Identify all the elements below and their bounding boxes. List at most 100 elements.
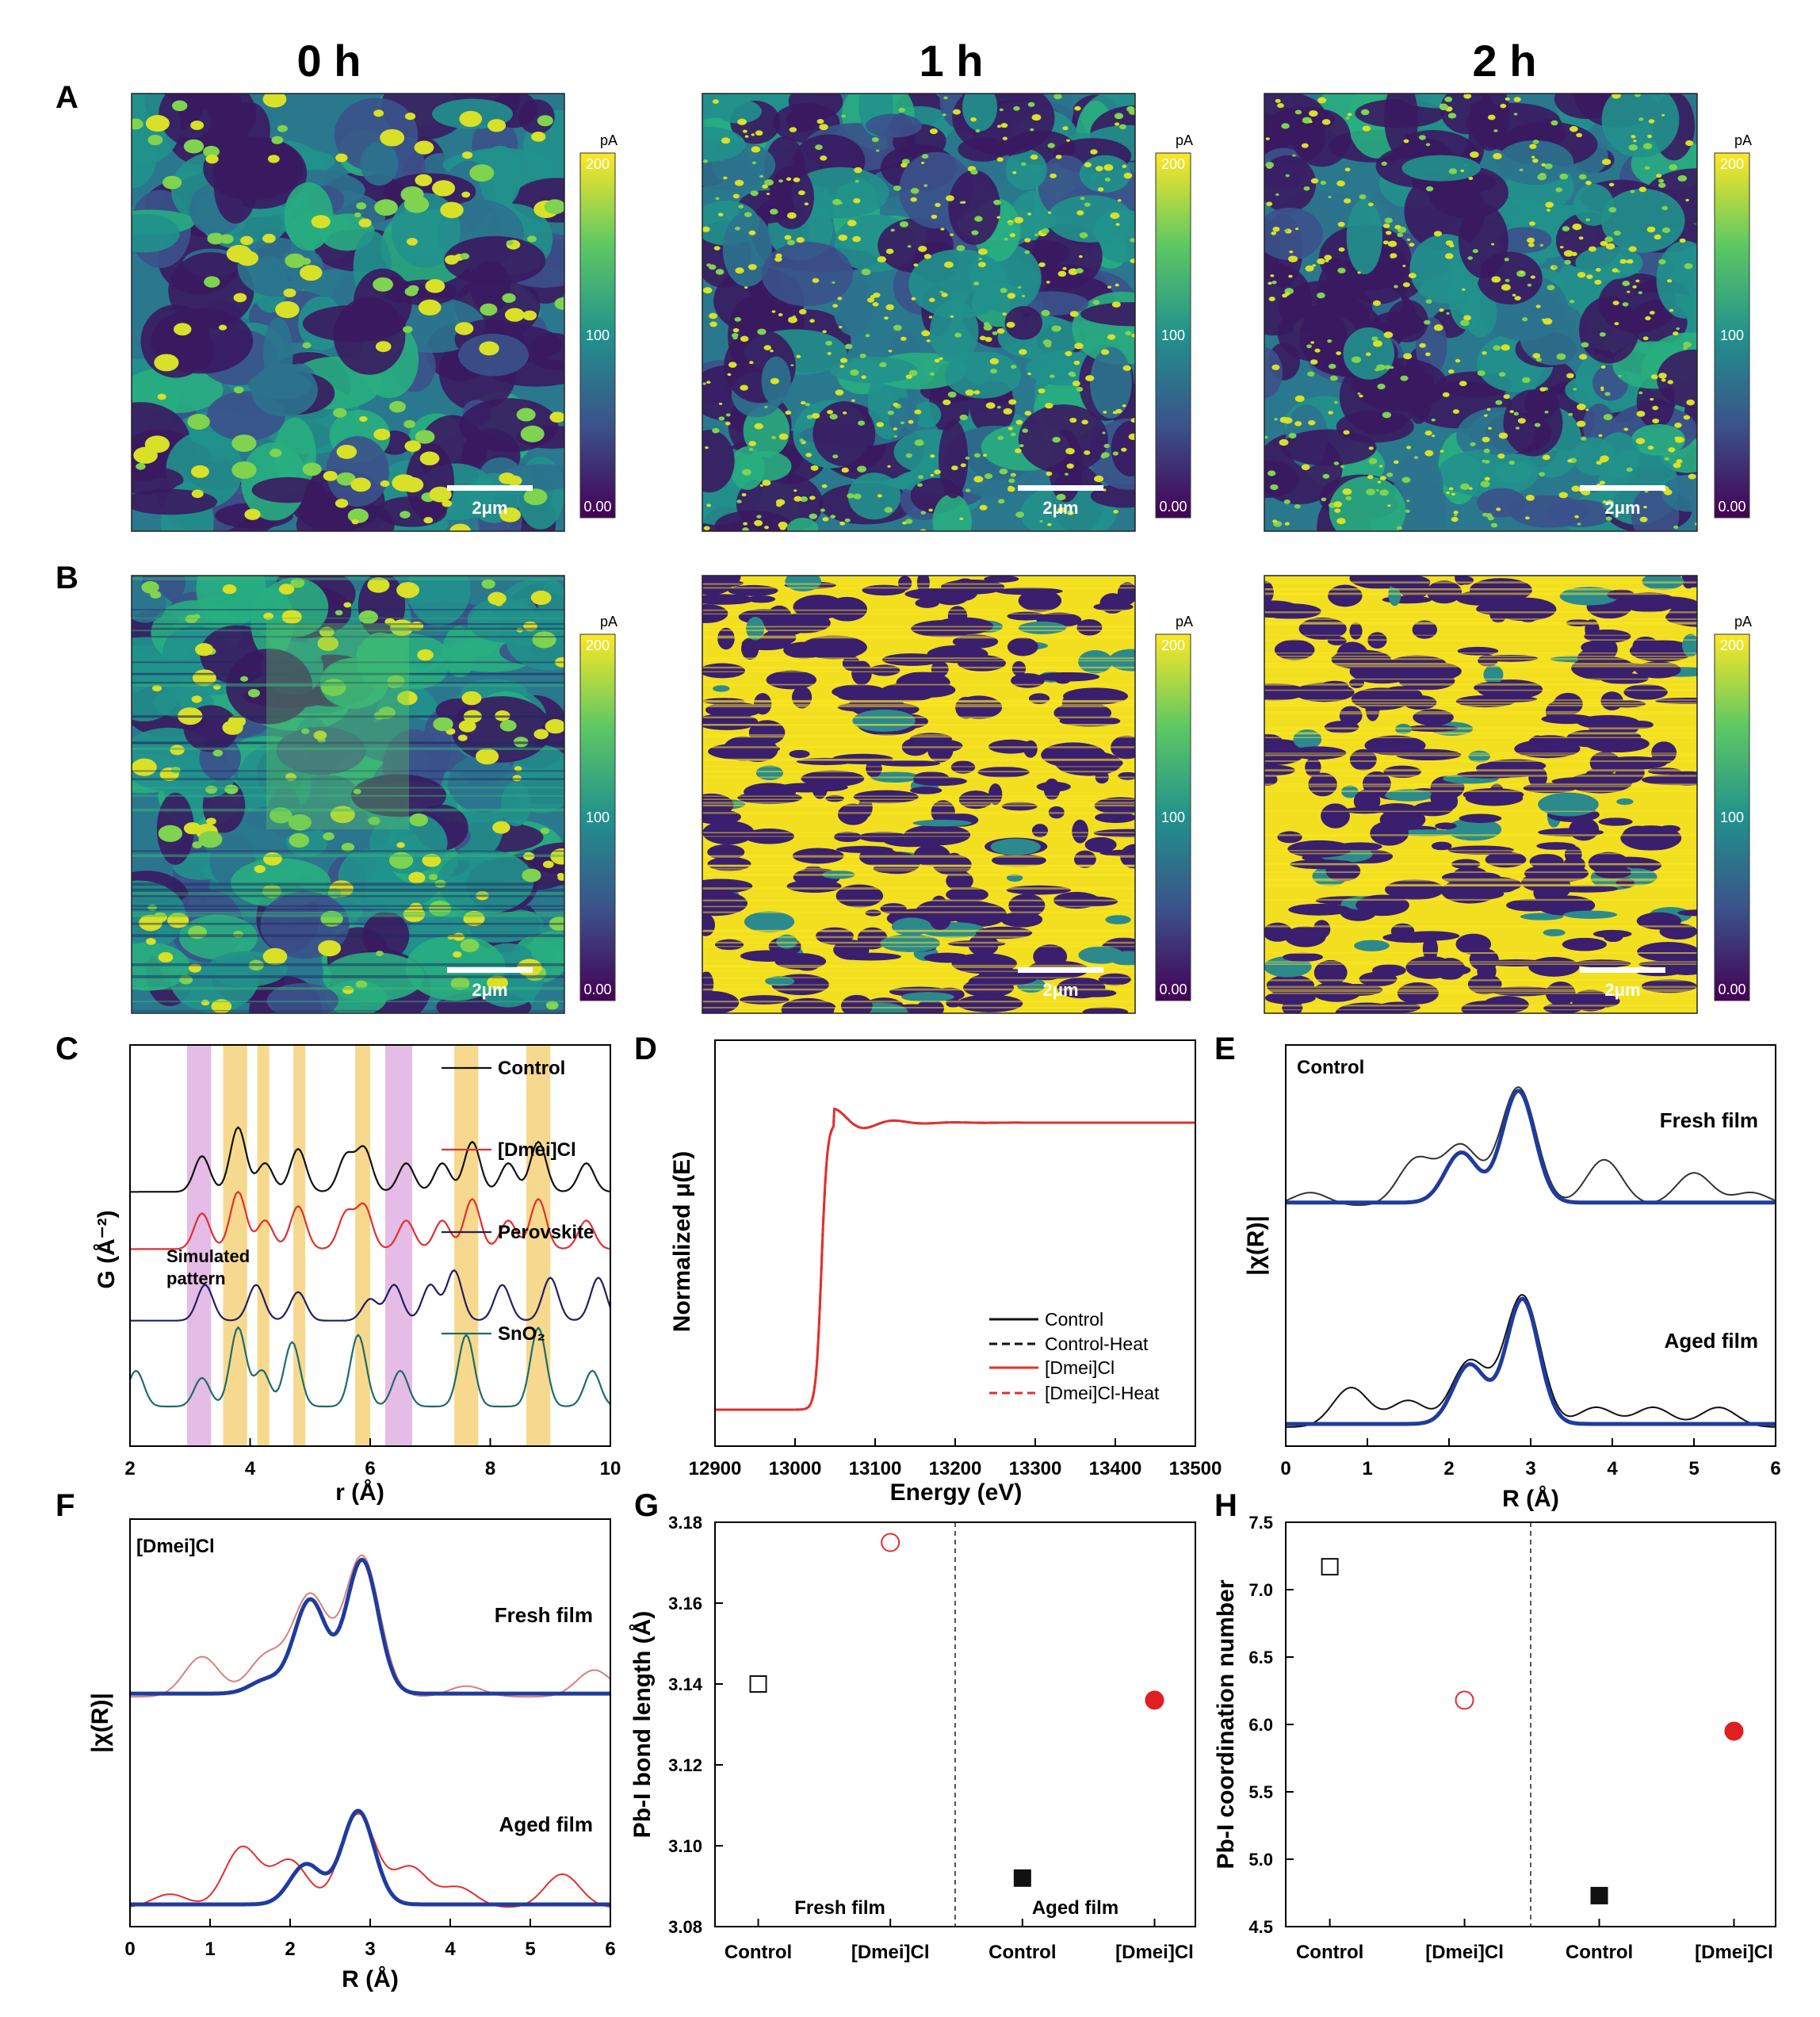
afm-speck	[754, 423, 763, 430]
afm-speck	[400, 511, 411, 519]
afm-speck	[1052, 436, 1061, 443]
afm-speck	[929, 128, 938, 135]
afm-blob	[1383, 765, 1421, 779]
afm-speck	[347, 508, 369, 523]
x-tick-label: 10	[600, 1458, 621, 1479]
afm-speck	[830, 515, 836, 519]
x-tick-label: 4	[1607, 1458, 1618, 1479]
afm-speck	[950, 315, 954, 318]
afm-blob	[765, 976, 795, 986]
afm-blob	[1621, 592, 1677, 613]
afm-blob	[1636, 912, 1682, 930]
afm-blob	[869, 664, 900, 676]
afm-speck	[702, 159, 709, 163]
afm-speck	[734, 316, 741, 322]
afm-speck	[537, 115, 553, 127]
afm-scanline	[132, 905, 564, 907]
afm-speck	[1321, 119, 1331, 125]
afm-speck	[1011, 474, 1015, 477]
afm-blob	[1339, 706, 1363, 725]
afm-speck	[1500, 103, 1507, 109]
data-point	[1013, 1869, 1031, 1887]
afm-speck	[1289, 250, 1294, 254]
afm-speck	[1265, 137, 1270, 140]
afm-speck	[1567, 459, 1573, 463]
afm-speck	[488, 591, 507, 606]
afm-blob	[1046, 195, 1134, 243]
afm-speck	[1130, 258, 1135, 263]
afm-speck	[1303, 186, 1310, 191]
afm-speck	[1366, 352, 1371, 357]
afm-speck	[778, 179, 783, 183]
afm-speck	[1097, 187, 1104, 192]
afm-speck	[1627, 290, 1631, 293]
afm-speck	[996, 216, 1001, 219]
afm-speck	[1062, 266, 1067, 270]
afm-speck	[1006, 321, 1015, 328]
afm-blob	[326, 436, 389, 507]
afm-blob	[792, 686, 812, 709]
afm-speck	[935, 202, 941, 208]
afm-blob	[1579, 729, 1642, 744]
afm-speck	[1547, 285, 1555, 291]
afm-speck	[847, 493, 855, 499]
afm-speck	[1544, 163, 1553, 170]
afm-speck	[934, 358, 940, 363]
afm-speck	[359, 415, 368, 423]
afm-scanline	[1264, 952, 1697, 954]
afm-scanline	[702, 887, 1135, 890]
afm-scanline	[1264, 713, 1697, 715]
afm-blob	[957, 994, 1023, 1012]
afm-speck	[1047, 143, 1055, 148]
afm-speck	[1663, 489, 1673, 496]
afm-speck	[1039, 520, 1043, 522]
afm-speck	[748, 441, 756, 446]
afm-speck	[240, 235, 254, 246]
afm-speck	[1563, 250, 1573, 257]
afm-scanline	[702, 1001, 1135, 1003]
afm-speck	[1110, 212, 1120, 220]
afm-speck	[1633, 140, 1637, 143]
afm-speck	[1359, 394, 1363, 398]
afm-speck	[461, 191, 471, 198]
afm-speck	[1102, 488, 1107, 492]
afm-speck	[1463, 94, 1472, 99]
afm-speck	[499, 719, 517, 732]
afm-speck	[1529, 144, 1537, 149]
afm-speck	[1419, 343, 1426, 348]
afm-speck	[1362, 125, 1371, 132]
scale-bar	[1018, 967, 1103, 973]
afm-speck	[979, 335, 986, 341]
afm-speck	[141, 580, 159, 594]
afm-speck	[1439, 104, 1449, 111]
afm-speck	[469, 164, 495, 182]
afm-speck	[950, 233, 954, 236]
afm-speck	[1030, 128, 1034, 132]
afm-speck	[900, 163, 908, 168]
afm-speck	[1008, 478, 1015, 484]
afm-speck	[837, 297, 843, 300]
afm-scanline	[702, 905, 1135, 908]
colorbar-unit: pA	[1176, 132, 1193, 148]
afm-scanline	[1264, 704, 1697, 706]
afm-speck	[1585, 408, 1589, 411]
y-tick-label: 6.0	[1248, 1715, 1273, 1735]
afm-speck	[545, 1001, 559, 1010]
afm-speck	[893, 185, 901, 191]
afm-speck	[962, 201, 966, 204]
afm-scanline	[702, 635, 1135, 637]
afm-blob	[1466, 888, 1505, 900]
afm-speck	[389, 400, 407, 413]
afm-speck	[1069, 417, 1077, 423]
afm-blob	[1033, 944, 1068, 969]
afm-speck	[1685, 198, 1689, 202]
afm-speck	[832, 454, 839, 459]
afm-speck	[1268, 281, 1272, 285]
afm-speck	[1403, 139, 1409, 144]
x-tick-label: 0	[124, 1939, 135, 1960]
afm-speck	[1577, 522, 1581, 526]
afm-speck	[1480, 480, 1490, 488]
afm-speck	[1658, 258, 1666, 265]
afm-speck	[1578, 354, 1588, 360]
plot-frame	[714, 1521, 1196, 1927]
